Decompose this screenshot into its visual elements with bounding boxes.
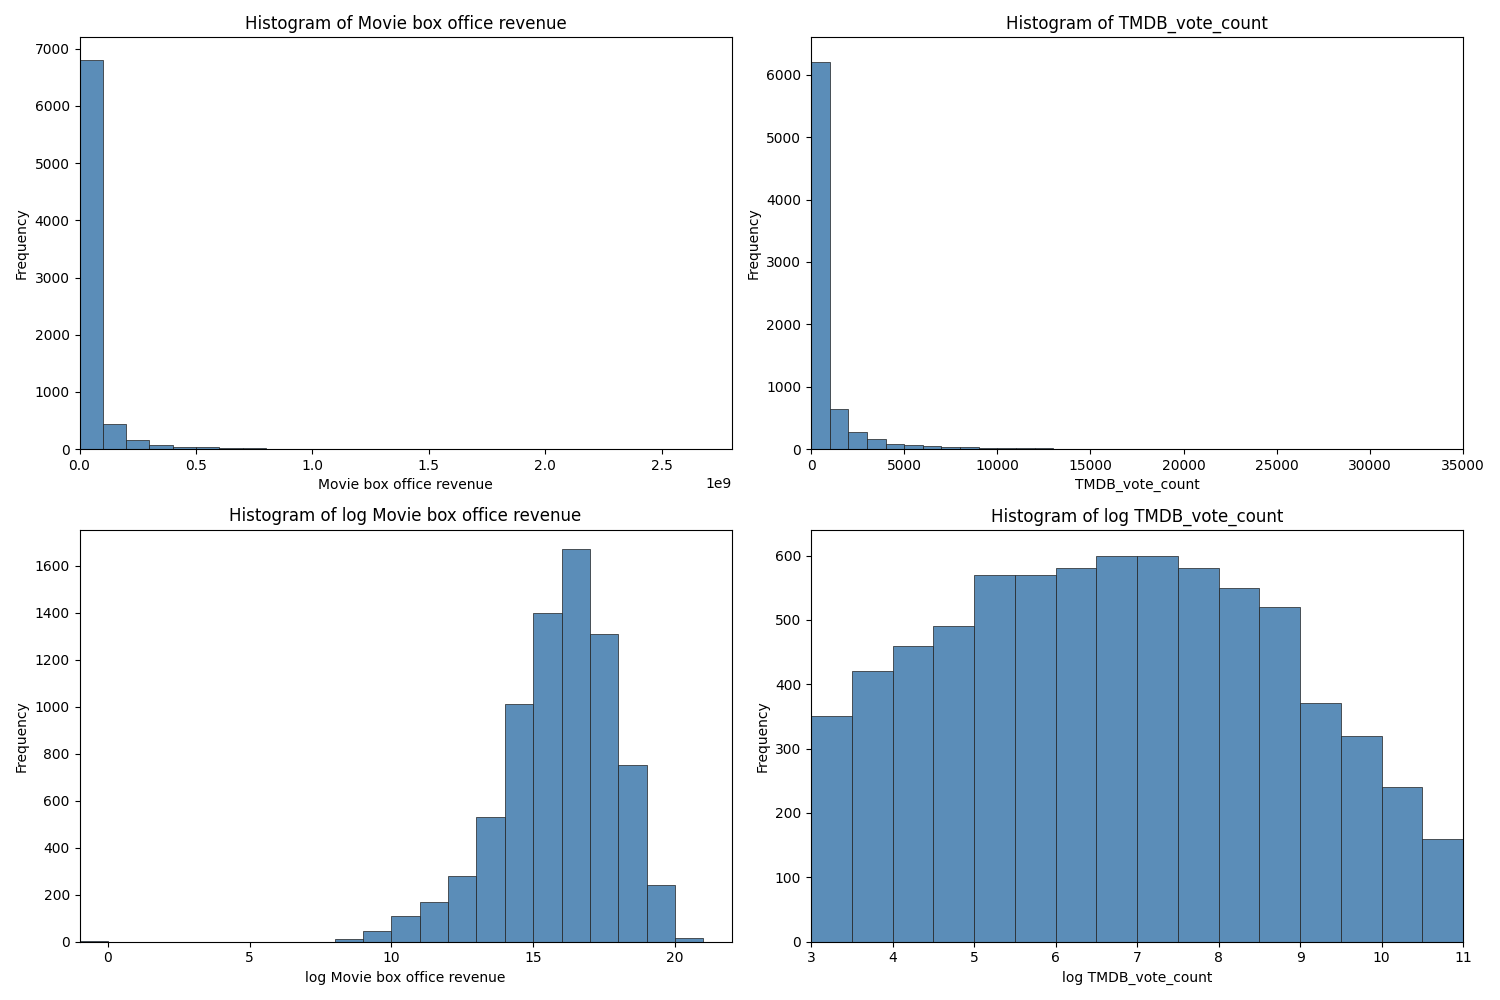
Bar bbox=[1096, 556, 1137, 942]
Bar bbox=[80, 60, 104, 449]
Bar bbox=[1341, 736, 1382, 942]
Bar bbox=[506, 704, 532, 942]
Bar bbox=[1016, 575, 1056, 942]
Bar bbox=[1178, 568, 1218, 942]
Bar bbox=[150, 445, 172, 449]
Bar bbox=[646, 885, 675, 942]
Bar bbox=[1422, 839, 1462, 942]
Bar bbox=[812, 62, 830, 449]
Bar bbox=[532, 613, 561, 942]
Bar bbox=[420, 902, 448, 942]
Bar bbox=[974, 575, 1016, 942]
Bar bbox=[942, 447, 960, 449]
Bar bbox=[477, 817, 506, 942]
Bar bbox=[904, 445, 922, 449]
Bar bbox=[892, 646, 933, 942]
Bar bbox=[1260, 607, 1300, 942]
Y-axis label: Frequency: Frequency bbox=[15, 207, 28, 279]
Bar bbox=[1137, 556, 1178, 942]
Bar bbox=[852, 671, 892, 942]
Bar bbox=[618, 765, 646, 942]
Bar bbox=[978, 448, 998, 449]
Bar bbox=[675, 938, 704, 942]
Y-axis label: Frequency: Frequency bbox=[747, 207, 760, 279]
Bar bbox=[922, 446, 942, 449]
Bar bbox=[392, 916, 420, 942]
Title: Histogram of log TMDB_vote_count: Histogram of log TMDB_vote_count bbox=[992, 507, 1284, 526]
Bar bbox=[219, 448, 243, 449]
Bar bbox=[1300, 703, 1341, 942]
Title: Histogram of TMDB_vote_count: Histogram of TMDB_vote_count bbox=[1007, 15, 1268, 33]
Bar bbox=[849, 432, 867, 449]
Bar bbox=[561, 549, 590, 942]
Bar bbox=[1382, 787, 1422, 942]
Bar bbox=[126, 440, 150, 449]
Bar bbox=[363, 931, 392, 942]
X-axis label: log Movie box office revenue: log Movie box office revenue bbox=[306, 971, 506, 985]
Title: Histogram of log Movie box office revenue: Histogram of log Movie box office revenu… bbox=[230, 507, 582, 525]
Bar bbox=[590, 634, 618, 942]
Bar bbox=[830, 409, 849, 449]
Bar bbox=[196, 447, 219, 449]
Bar bbox=[812, 716, 852, 942]
X-axis label: TMDB_vote_count: TMDB_vote_count bbox=[1074, 478, 1200, 492]
Y-axis label: Frequency: Frequency bbox=[15, 700, 28, 772]
Bar bbox=[998, 448, 1016, 449]
Bar bbox=[172, 447, 196, 449]
Y-axis label: Frequency: Frequency bbox=[756, 700, 770, 772]
Title: Histogram of Movie box office revenue: Histogram of Movie box office revenue bbox=[244, 15, 567, 33]
Bar bbox=[448, 876, 477, 942]
Bar bbox=[334, 939, 363, 942]
Bar bbox=[933, 626, 974, 942]
Bar bbox=[1218, 588, 1260, 942]
Bar bbox=[885, 444, 904, 449]
Bar bbox=[960, 447, 978, 449]
Bar bbox=[1056, 568, 1096, 942]
X-axis label: Movie box office revenue: Movie box office revenue bbox=[318, 478, 494, 492]
Bar bbox=[104, 424, 126, 449]
X-axis label: log TMDB_vote_count: log TMDB_vote_count bbox=[1062, 971, 1212, 985]
Bar bbox=[867, 439, 885, 449]
